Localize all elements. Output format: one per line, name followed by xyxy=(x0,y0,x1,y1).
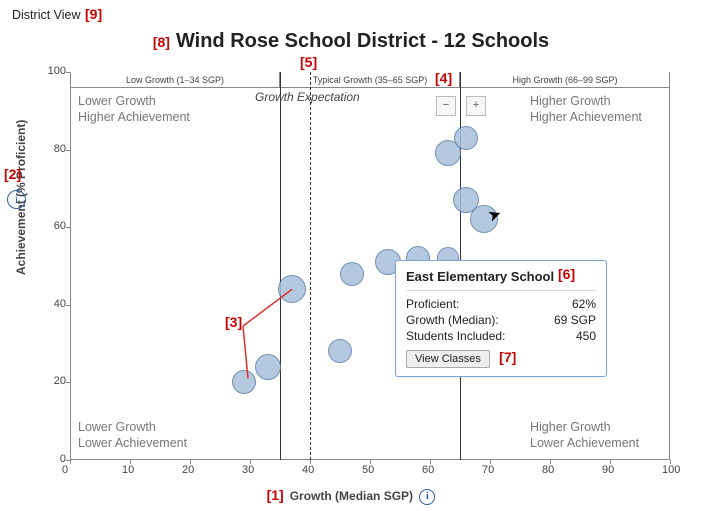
growth-expectation-line xyxy=(310,72,311,460)
y-tick: 60 xyxy=(42,220,66,232)
x-tick: 80 xyxy=(542,464,554,476)
tooltip-proficient-label: Proficient: xyxy=(406,297,459,311)
growth-expectation-label: Growth Expectation xyxy=(255,90,360,104)
bubble[interactable] xyxy=(232,370,256,394)
x-tick: 50 xyxy=(362,464,374,476)
tooltip-students-label: Students Included: xyxy=(406,329,505,343)
x-tick: 10 xyxy=(122,464,134,476)
band-divider xyxy=(280,72,281,460)
y-tick: 0 xyxy=(42,453,66,465)
zoom-out-button[interactable]: − xyxy=(436,96,456,116)
annot-7: [7] xyxy=(499,349,516,365)
x-tick: 20 xyxy=(182,464,194,476)
x-tick: 100 xyxy=(662,464,680,476)
bubble[interactable] xyxy=(255,354,281,380)
tooltip-students-value: 450 xyxy=(576,329,596,343)
band-header-high: High Growth (66–99 SGP) xyxy=(460,72,670,88)
bubble[interactable] xyxy=(454,126,478,150)
y-tick: 80 xyxy=(42,143,66,155)
quadrant-label: Higher GrowthLower Achievement xyxy=(530,420,639,451)
tooltip-title: East Elementary School xyxy=(406,269,596,284)
x-tick: 90 xyxy=(602,464,614,476)
zoom-in-button[interactable]: + xyxy=(466,96,486,116)
band-header-low: Low Growth (1–34 SGP) xyxy=(70,72,280,88)
y-tick: 40 xyxy=(42,298,66,310)
chart: Low Growth (1–34 SGP)Typical Growth (35–… xyxy=(0,0,702,511)
bubble[interactable] xyxy=(278,275,306,303)
x-tick: 30 xyxy=(242,464,254,476)
tooltip: East Elementary School Proficient: 62% G… xyxy=(395,260,607,377)
tooltip-growth-value: 69 SGP xyxy=(554,313,596,327)
quadrant-label: Lower GrowthLower Achievement xyxy=(78,420,187,451)
tooltip-proficient-value: 62% xyxy=(572,297,596,311)
x-tick: 40 xyxy=(302,464,314,476)
quadrant-label: Lower GrowthHigher Achievement xyxy=(78,94,190,125)
bubble[interactable] xyxy=(340,262,364,286)
tooltip-growth-label: Growth (Median): xyxy=(406,313,499,327)
x-tick: 60 xyxy=(422,464,434,476)
view-classes-button[interactable]: View Classes xyxy=(406,350,490,368)
x-tick: 70 xyxy=(482,464,494,476)
band-header-typical: Typical Growth (35–65 SGP) xyxy=(280,72,460,88)
bubble[interactable] xyxy=(328,339,352,363)
quadrant-label: Higher GrowthHigher Achievement xyxy=(530,94,642,125)
y-tick: 100 xyxy=(42,65,66,77)
y-tick: 20 xyxy=(42,375,66,387)
x-tick: 0 xyxy=(62,464,68,476)
bubble[interactable] xyxy=(470,205,498,233)
